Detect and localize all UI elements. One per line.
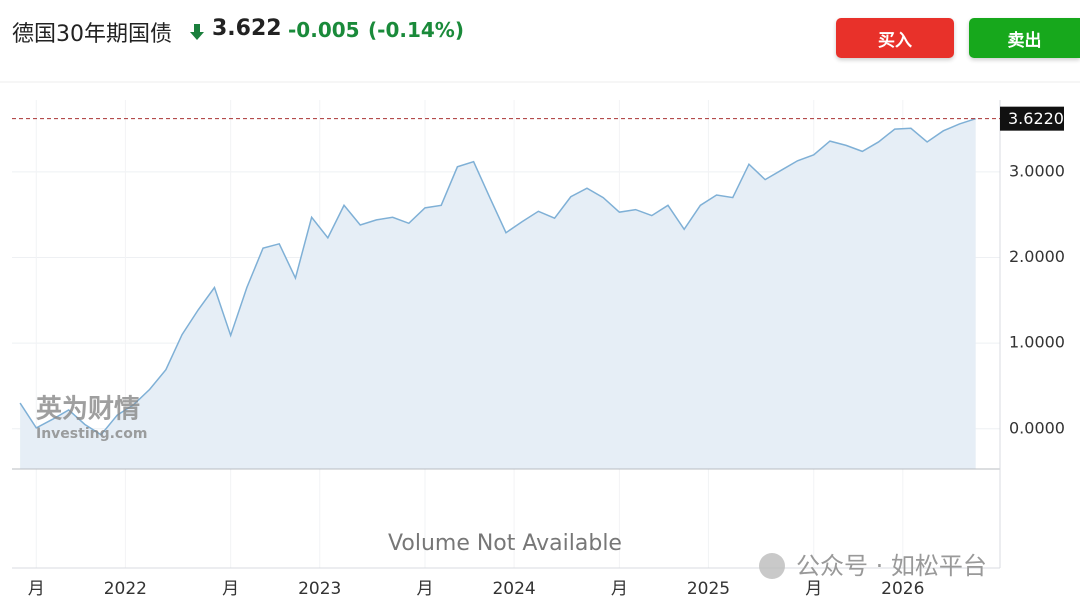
x-tick-label: 月 (611, 579, 628, 599)
x-tick-label: 月 (28, 579, 45, 599)
change-pct: (-0.14%) (368, 18, 464, 42)
y-tick-label: 1.0000 (1009, 333, 1065, 352)
x-tick-label: 2022 (104, 579, 147, 599)
title: 德国30年期国债 (12, 22, 172, 47)
price-tag: 3.6220 (1008, 109, 1064, 128)
price-tag-bg (1000, 106, 1064, 131)
volume-note: Volume Not Available (388, 531, 622, 556)
x-tick-label: 2024 (492, 579, 535, 599)
overlay: 公众号 · 如松平台 (796, 552, 987, 580)
y-tick-label: 3.0000 (1009, 161, 1065, 180)
change: -0.005 (288, 18, 360, 42)
price: 3.622 (212, 16, 282, 41)
watermark: 英为财情 (36, 395, 140, 425)
y-tick-label: 0.0000 (1009, 418, 1065, 437)
area (20, 118, 976, 470)
sell-button[interactable]: 卖出 (969, 18, 1080, 58)
wechat-icon (759, 553, 785, 579)
x-tick-label: 月 (805, 579, 822, 599)
x-tick-label: 2023 (298, 579, 341, 599)
x-tick-label: 月 (417, 579, 434, 599)
y-tick-label: 2.0000 (1009, 247, 1065, 266)
header: 德国30年期国债 3.622 -0.005 (-0.14%) 买入 卖出 (0, 0, 1080, 70)
buy-button[interactable]: 买入 (836, 18, 954, 58)
down-arrow (190, 24, 204, 40)
line (19, 117, 976, 436)
watermark-sub: Investing.com (36, 426, 147, 442)
x-tick-label: 2025 (687, 579, 730, 599)
x-tick-label: 月 (222, 579, 239, 599)
x-tick-label: 2026 (881, 579, 924, 599)
